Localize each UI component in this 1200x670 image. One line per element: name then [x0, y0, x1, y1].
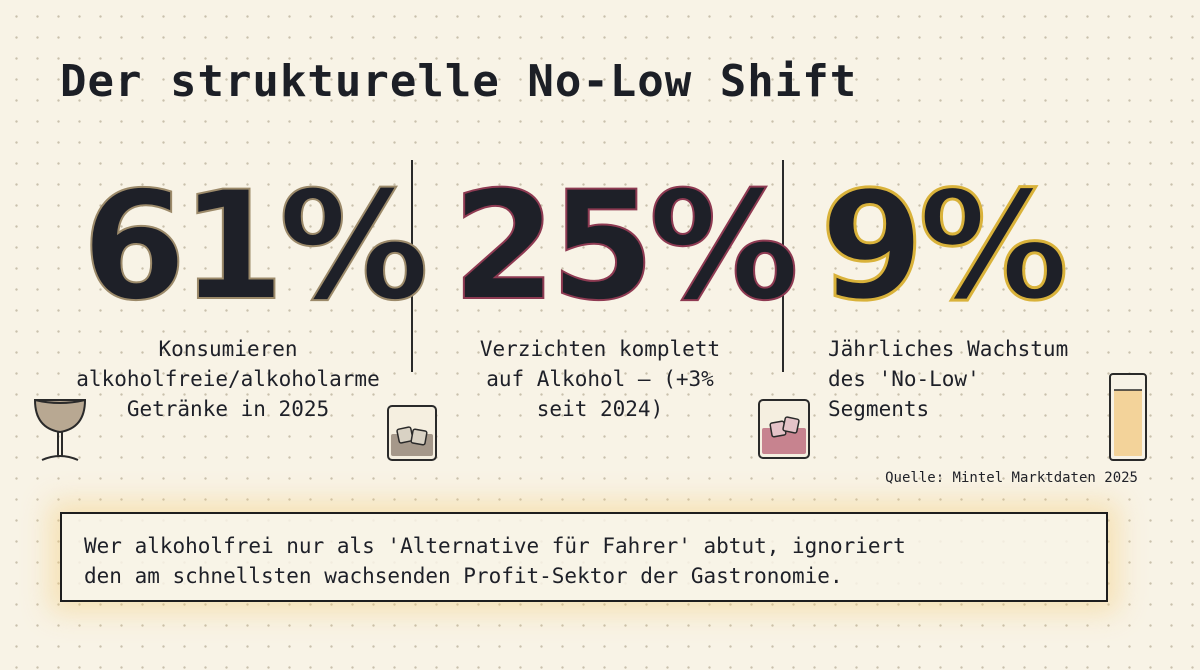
highball-glass-icon	[1109, 373, 1147, 461]
stat-value-growth: 9%	[819, 160, 1071, 334]
stat-description-line: Getränke in 2025	[126, 397, 330, 421]
stat-description-line: des 'No-Low'	[828, 367, 980, 391]
stat-description-line: Verzichten komplett	[479, 337, 721, 361]
stat-description-line: auf Alkohol – (+3%	[486, 367, 714, 391]
column-divider-left	[411, 160, 413, 372]
quote-box: Wer alkoholfrei nur als 'Alternative für…	[60, 512, 1108, 602]
column-divider-right	[782, 160, 784, 372]
stat-description-line: Konsumieren	[158, 337, 298, 361]
rocks-glass-icon	[387, 405, 437, 461]
rocks-glass-red-icon	[758, 399, 810, 459]
quote-line: Wer alkoholfrei nur als 'Alternative für…	[84, 534, 906, 558]
source-note: Quelle: Mintel Marktdaten 2025	[885, 470, 1138, 486]
stat-value-abstainers: 25%	[451, 160, 800, 334]
stat-description-line: seit 2024)	[536, 397, 664, 421]
stat-description-line: Jährliches Wachstum	[828, 337, 1069, 361]
stat-description-consumers: Konsumieren alkoholfreie/alkoholarme Get…	[50, 334, 406, 424]
quote-line: den am schnellsten wachsenden Profit-Sek…	[84, 564, 843, 588]
stat-description-line: alkoholfreie/alkoholarme	[76, 367, 380, 391]
page-title: Der strukturelle No-Low Shift	[60, 56, 858, 107]
stat-description-line: Segments	[828, 397, 930, 421]
stat-description-growth: Jährliches Wachstum des 'No-Low' Segment…	[828, 334, 1068, 424]
stat-value-consumers: 61%	[81, 160, 430, 334]
quote-text: Wer alkoholfrei nur als 'Alternative für…	[84, 531, 1106, 591]
stat-description-abstainers: Verzichten komplett auf Alkohol – (+3% s…	[430, 334, 770, 424]
coupe-glass-icon	[33, 399, 87, 461]
